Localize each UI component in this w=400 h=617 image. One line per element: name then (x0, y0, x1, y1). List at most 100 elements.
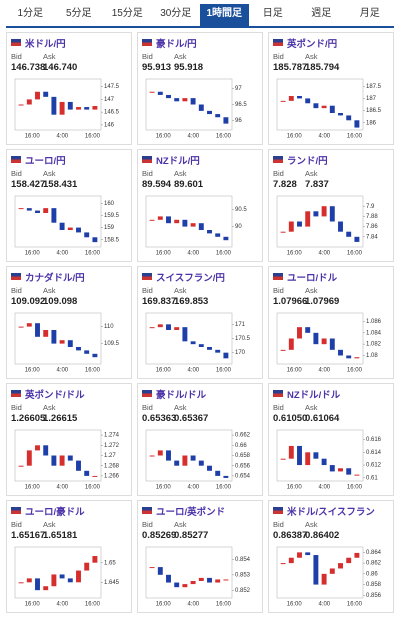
flag-icon (142, 273, 152, 280)
candle (157, 324, 163, 328)
tab[interactable]: 1時間足 (200, 4, 249, 26)
bid-label: Bid (273, 52, 284, 61)
rate-card[interactable]: ユーロ/円 Bid Ask 158.427 158.431 160 159.5 159 158.… (6, 149, 132, 262)
candle (18, 582, 24, 584)
candle (190, 223, 196, 227)
ask-label: Ask (43, 403, 56, 412)
x-tick-label: 16:00 (25, 602, 41, 608)
y-tick-label: 109.5 (104, 341, 120, 347)
x-tick-label: 16:00 (85, 485, 101, 491)
x-tick-label: 4:00 (56, 602, 68, 608)
tab[interactable]: 30分足 (160, 8, 192, 19)
candle (329, 568, 335, 574)
rate-card[interactable]: スイスフラン/円 Bid Ask 169.837 169.853 171 170.5 170 1… (137, 266, 263, 379)
tab[interactable]: 15分足 (111, 8, 143, 19)
candle (297, 221, 302, 227)
candle (67, 455, 73, 461)
x-tick-label: 16:00 (156, 485, 172, 491)
candle (26, 450, 32, 466)
x-tick-label: 16:00 (287, 485, 303, 491)
pair-name: 英ポンド/ドル (11, 387, 127, 401)
ask-label: Ask (174, 286, 187, 295)
pair-label: 豪ドル/円 (156, 38, 197, 50)
price-values: 0.85269 0.85277 (142, 530, 258, 541)
y-tick-label: 0.862 (366, 561, 382, 567)
flag-icon (11, 507, 21, 514)
ask-value: 158.431 (43, 179, 78, 190)
rate-card[interactable]: 英ポンド/円 Bid Ask 185.787 185.794 187.5 187 186.5 1… (268, 32, 394, 145)
tab[interactable]: 月足 (359, 8, 380, 19)
rate-card[interactable]: 米ドル/スイスフラン Bid Ask 0.86387 0.86402 0.864 0.862… (268, 500, 394, 613)
candle (321, 573, 327, 585)
rate-card[interactable]: 米ドル/円 Bid Ask 146.738 146.740 147.5 147 146.5 14… (6, 32, 132, 145)
tab[interactable]: 1分足 (17, 8, 44, 19)
candle (157, 450, 163, 456)
candle (215, 579, 221, 583)
rate-card[interactable]: ユーロ/ドル Bid Ask 1.07966 1.07969 1.086 1.084 1.08… (268, 266, 394, 379)
bid-label: Bid (142, 169, 153, 178)
candle (157, 567, 163, 575)
tab[interactable]: 週足 (311, 8, 332, 19)
rate-card[interactable]: 英ポンド/ドル Bid Ask 1.26605 1.26615 1.274 1.272 1.2… (6, 383, 132, 496)
rate-card[interactable]: ユーロ/英ポンド Bid Ask 0.85269 0.85277 0.854 0.853 0.… (137, 500, 263, 613)
y-tick-label: 90 (235, 224, 242, 230)
pair-name: 米ドル/スイスフラン (273, 504, 389, 518)
tab[interactable]: 5分足 (65, 8, 92, 19)
candle (346, 355, 352, 359)
ask-value: 185.794 (305, 62, 340, 73)
rate-card[interactable]: 豪ドル/ドル Bid Ask 0.65363 0.65367 0.662 0.66 0.658… (137, 383, 263, 496)
rate-card[interactable]: 豪ドル/円 Bid Ask 95.913 95.918 97 96.5 96 16:00 4:00… (137, 32, 263, 145)
y-tick-label: 1.268 (104, 463, 120, 469)
price-values: 169.837 169.853 (142, 296, 258, 307)
rate-card[interactable]: NZドル/ドル Bid Ask 0.61050 0.61064 0.616 0.614 0.6… (268, 383, 394, 496)
y-tick-label: 0.852 (235, 588, 251, 594)
x-tick-label: 4:00 (187, 134, 199, 140)
x-tick-label: 16:00 (287, 602, 303, 608)
y-tick-label: 170.5 (235, 336, 251, 342)
candle (76, 107, 81, 110)
x-tick-label: 16:00 (287, 134, 303, 140)
y-tick-label: 0.858 (366, 582, 382, 588)
rate-card[interactable]: ランド/円 Bid Ask 7.828 7.837 7.9 7.88 7.86 7.84 16:0… (268, 149, 394, 262)
price-labels: Bid Ask (11, 520, 127, 529)
mini-chart: 110 109.5 16:00 4:00 16:00 (14, 312, 120, 374)
x-tick-label: 16:00 (347, 485, 363, 491)
tab[interactable]: 日足 (262, 8, 283, 19)
mini-chart: 1.086 1.084 1.082 1.08 16:00 4:00 16:00 (276, 312, 382, 374)
candle (92, 475, 98, 477)
candle (51, 96, 57, 115)
x-tick-label: 16:00 (347, 368, 363, 374)
y-tick-label: 110 (104, 324, 114, 330)
bid-value: 146.738 (11, 62, 46, 73)
price-labels: Bid Ask (142, 403, 258, 412)
mini-chart: 7.9 7.88 7.86 7.84 16:00 4:00 16:00 (276, 195, 378, 257)
x-tick-label: 4:00 (187, 368, 199, 374)
x-tick-label: 4:00 (318, 485, 330, 491)
x-tick-label: 16:00 (25, 485, 41, 491)
plot-frame (14, 195, 102, 248)
price-labels: Bid Ask (142, 169, 258, 178)
y-tick-label: 1.086 (366, 319, 382, 325)
bid-value: 0.86387 (273, 530, 308, 541)
rate-card[interactable]: ユーロ/豪ドル Bid Ask 1.65167 1.65181 1.65 1.645 16:0… (6, 500, 132, 613)
candle (149, 327, 155, 329)
bid-value: 1.65167 (11, 530, 46, 541)
y-tick-label: 97 (235, 86, 242, 92)
price-labels: Bid Ask (273, 169, 389, 178)
y-tick-label: 0.864 (366, 550, 382, 556)
candle (207, 230, 212, 234)
x-tick-label: 16:00 (85, 134, 101, 140)
rate-card[interactable]: NZドル/円 Bid Ask 89.594 89.601 90.5 90 16:00 4:00 1… (137, 149, 263, 262)
rate-card[interactable]: カナダドル/円 Bid Ask 109.092 109.098 110 109.5 16:00… (6, 266, 132, 379)
pair-label: ユーロ/ドル (287, 272, 338, 284)
bid-value: 185.787 (273, 62, 308, 73)
ask-value: 0.86402 (305, 530, 340, 541)
x-tick-label: 16:00 (85, 251, 101, 257)
pair-name: ユーロ/円 (11, 153, 127, 167)
candle (313, 332, 319, 345)
candle (288, 557, 294, 564)
price-labels: Bid Ask (273, 403, 389, 412)
candle (190, 455, 196, 461)
